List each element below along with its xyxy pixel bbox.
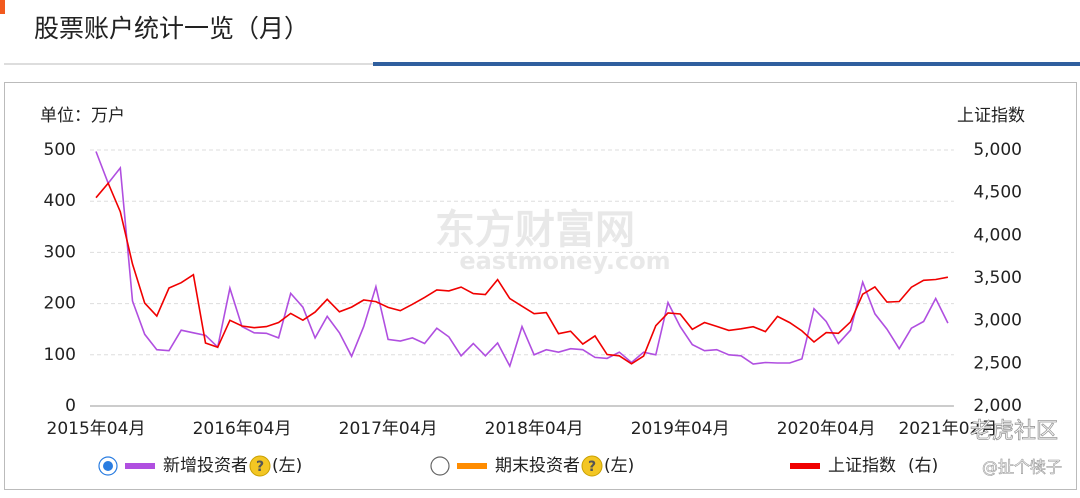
y-axis-title: 单位：万户 xyxy=(40,106,125,126)
x-tick-label: 2018年04月 xyxy=(485,419,584,439)
x-tick-label: 2021年02月 xyxy=(898,419,997,439)
x-tick-label: 2019年04月 xyxy=(631,419,730,439)
y2-axis-title: 上证指数 xyxy=(957,106,1025,126)
legend-label[interactable]: 新增投资者 xyxy=(163,456,248,476)
overlay-text: @扯个犊子 xyxy=(982,458,1062,477)
overlay-text: 老虎社区 xyxy=(970,419,1058,444)
watermark: 东方财富网 xyxy=(435,207,635,253)
legend-help-icon[interactable] xyxy=(249,455,271,477)
series-line xyxy=(95,151,949,369)
y-tick-label: 400 xyxy=(44,191,76,211)
y-tick-label: 500 xyxy=(44,140,76,160)
y-tick-label: 200 xyxy=(44,294,76,314)
y-tick-label: 100 xyxy=(44,345,76,365)
legend-radio[interactable] xyxy=(430,456,450,476)
title-accent xyxy=(0,0,5,14)
y-tick-label: 300 xyxy=(44,242,76,262)
legend-side: (左) xyxy=(272,456,302,476)
legend-label[interactable]: 期末投资者 xyxy=(495,456,580,476)
y2-tick-label: 5,000 xyxy=(973,140,1022,160)
panel xyxy=(4,82,1077,490)
x-tick-label: 2015年04月 xyxy=(47,419,146,439)
legend-label[interactable]: 上证指数 xyxy=(828,456,896,476)
legend-radio-dot[interactable] xyxy=(103,461,113,471)
legend-help-text[interactable]: ? xyxy=(588,459,596,475)
x-tick-label: 2016年04月 xyxy=(193,419,292,439)
y-tick-label: 0 xyxy=(65,396,76,416)
y2-tick-label: 2,500 xyxy=(973,353,1022,373)
x-tick-label: 2017年04月 xyxy=(339,419,438,439)
x-tick-label: 2020年04月 xyxy=(777,419,876,439)
legend-side: (左) xyxy=(604,456,634,476)
legend-side: (右) xyxy=(908,456,938,476)
legend-help-icon[interactable] xyxy=(581,455,603,477)
y2-tick-label: 3,500 xyxy=(973,268,1022,288)
series-line xyxy=(95,181,949,365)
legend-help-text[interactable]: ? xyxy=(256,459,264,475)
y2-tick-label: 4,000 xyxy=(973,225,1022,245)
y2-tick-label: 2,000 xyxy=(973,396,1022,416)
legend-swatch xyxy=(457,463,487,469)
legend-swatch xyxy=(125,463,155,469)
legend-swatch xyxy=(790,463,820,469)
y2-tick-label: 3,000 xyxy=(973,311,1022,331)
page-title: 股票账户统计一览（月） xyxy=(34,14,309,43)
watermark: eastmoney.com xyxy=(459,247,670,275)
y2-tick-label: 4,500 xyxy=(973,183,1022,203)
